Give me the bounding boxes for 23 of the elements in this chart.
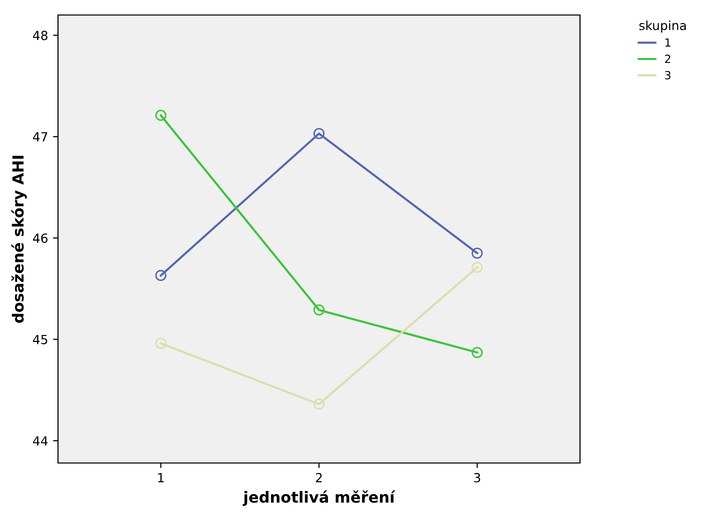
legend-title: skupina [639, 20, 686, 33]
point [472, 262, 483, 273]
y-tick-label: 47 [32, 132, 48, 142]
legend-label: 3 [665, 70, 670, 80]
point [313, 128, 325, 140]
x-axis-title: jednotlivá měření [242, 490, 396, 506]
point [155, 338, 166, 349]
y-axis-title: dosažené skóry AHI [11, 156, 27, 323]
legend-label: 1 [665, 38, 670, 47]
y-tick-label: 46 [32, 233, 48, 243]
legend-label: 2 [665, 54, 670, 63]
y-tick-label: 48 [32, 30, 48, 40]
y-tick-label: 45 [32, 334, 48, 344]
x-tick-label: 1 [158, 473, 164, 482]
point [472, 248, 483, 259]
x-tick-label: 2 [316, 472, 322, 482]
point [472, 346, 483, 358]
point [155, 270, 166, 282]
y-tick-label: 44 [32, 436, 48, 446]
point [155, 110, 166, 121]
point [313, 398, 325, 410]
x-tick-label: 3 [474, 472, 480, 482]
point [313, 304, 325, 316]
